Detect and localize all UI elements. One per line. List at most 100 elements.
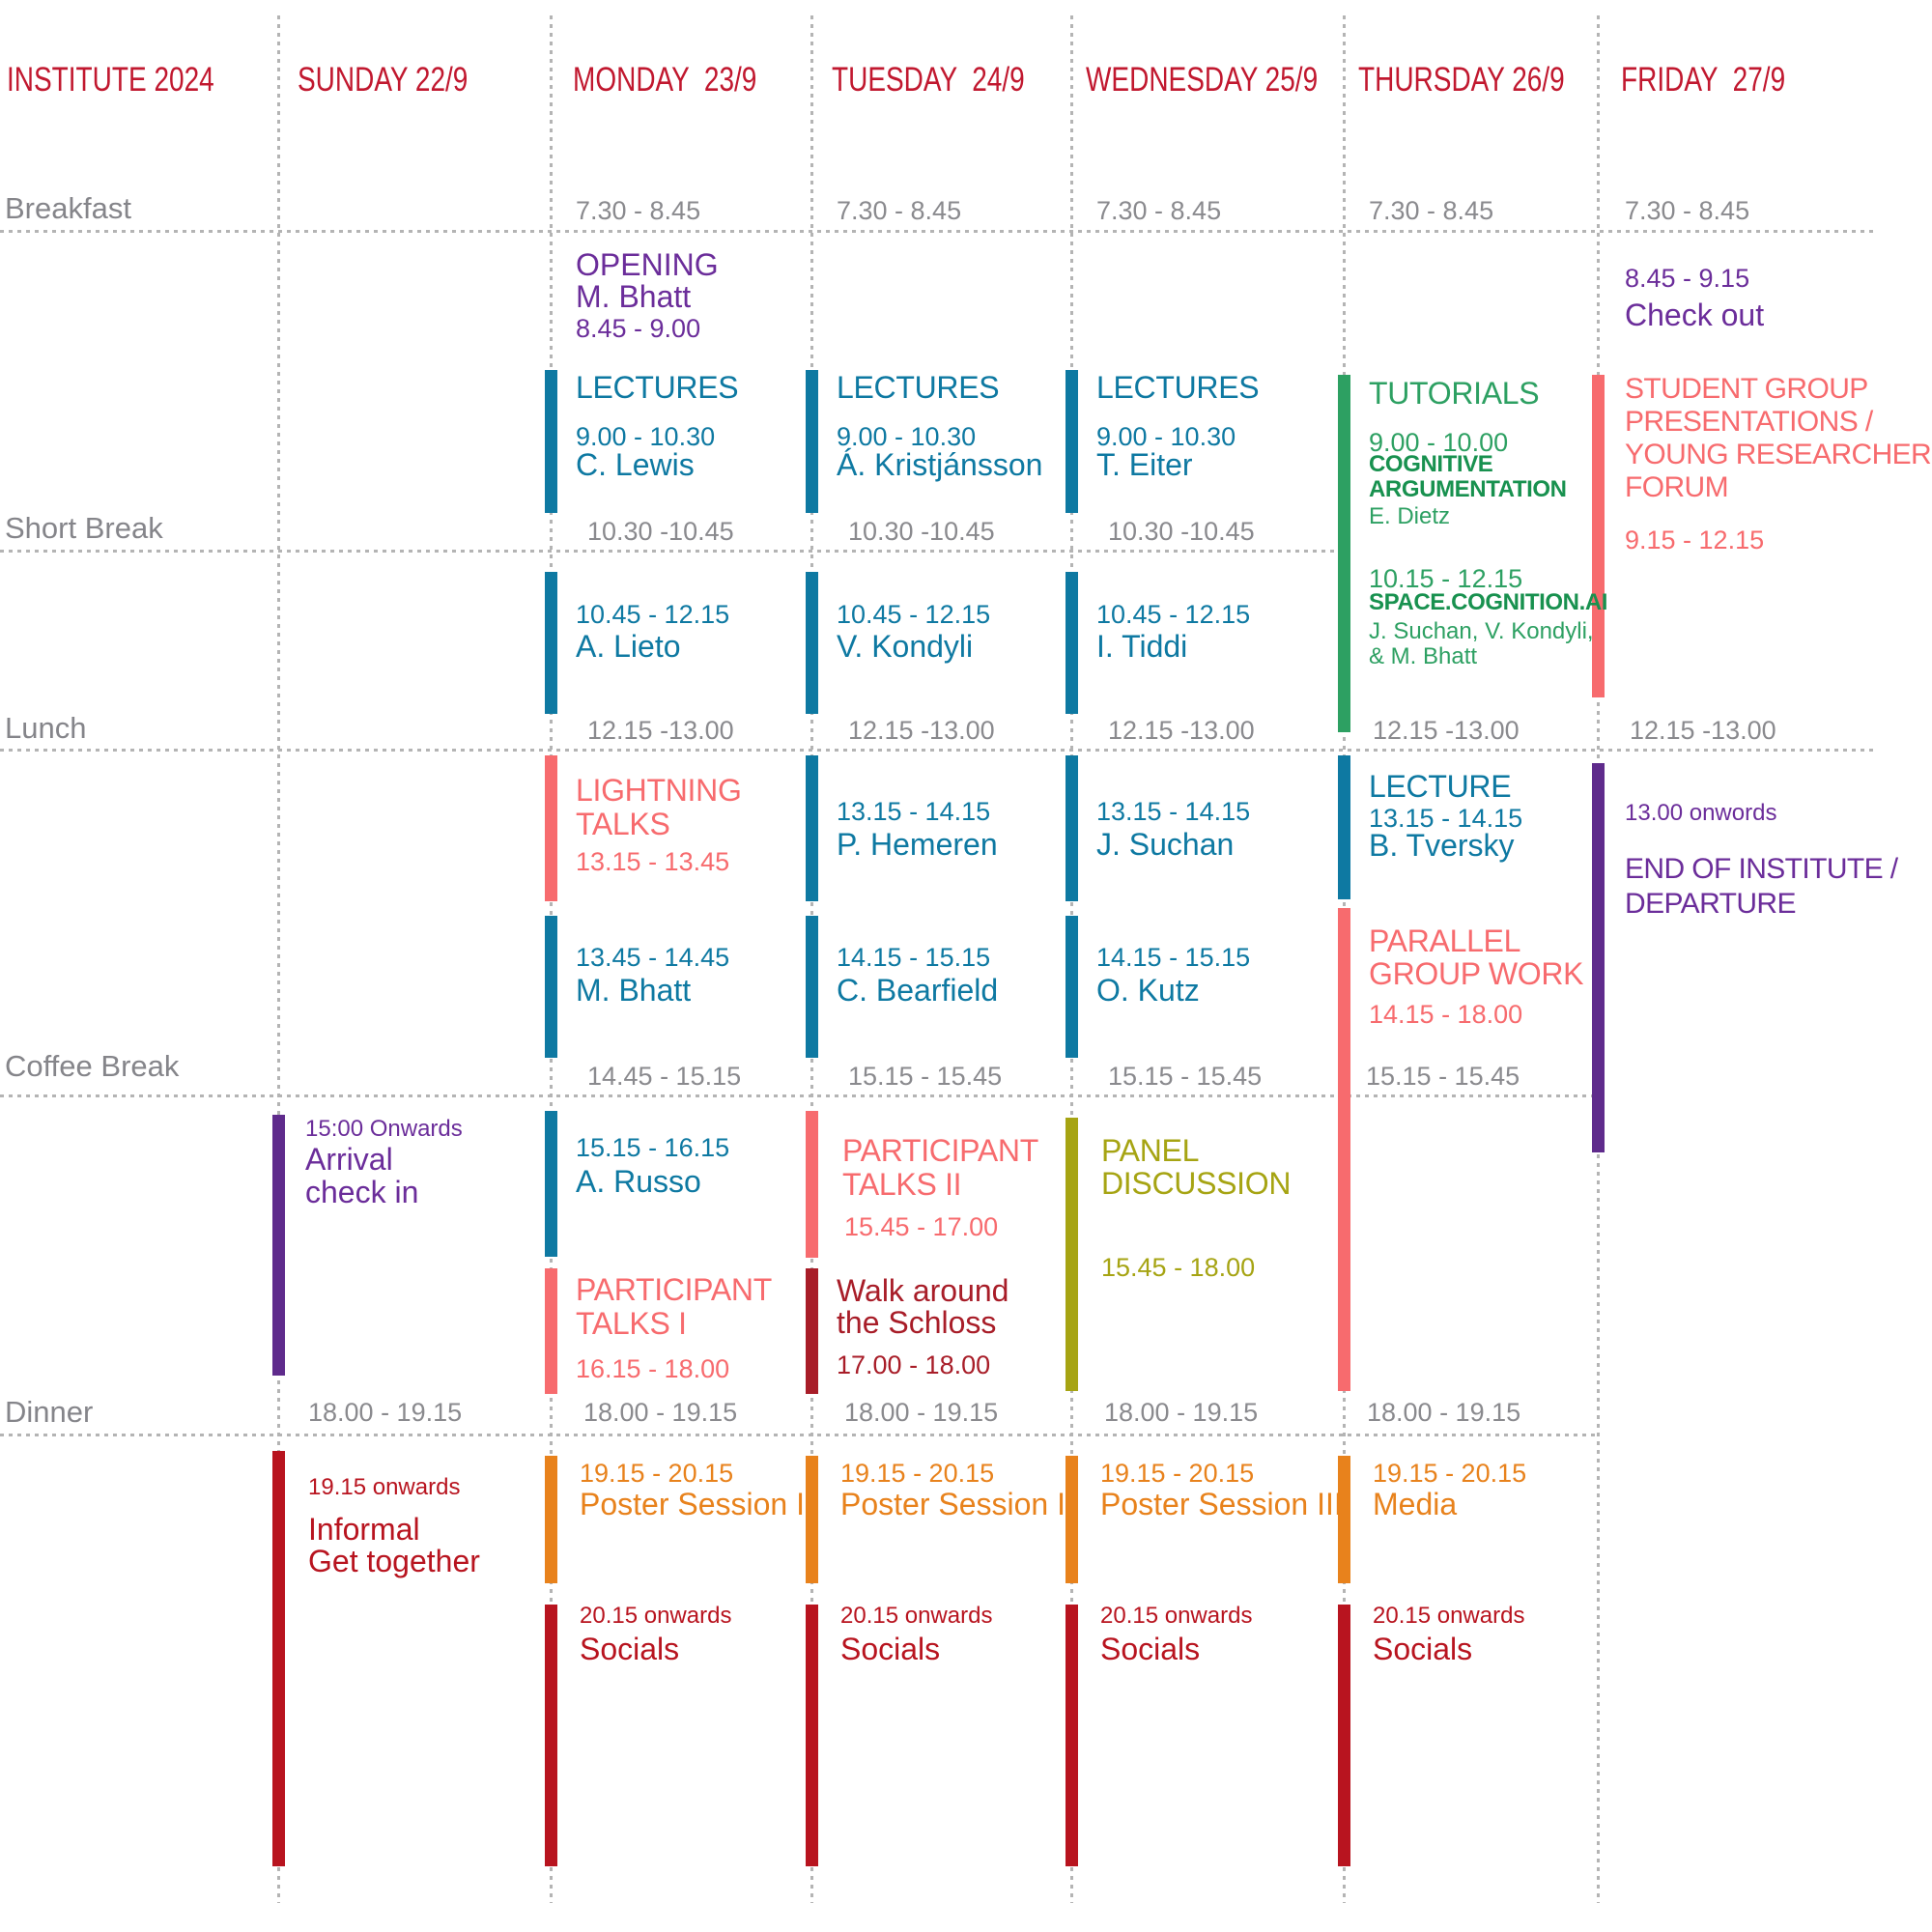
tuesday-session-bar: [806, 1111, 818, 1258]
wednesday-session-time: 13.15 - 14.15: [1096, 797, 1251, 826]
monday-speaker-name: A. Lieto: [576, 629, 681, 664]
monday-session-label: Poster Session I: [580, 1487, 805, 1521]
thursday-speaker-name: B. Tversky: [1369, 828, 1515, 863]
day-header-wednesday: WEDNESDAY 25/9: [1086, 61, 1319, 99]
wednesday-session-bar: [1065, 755, 1078, 901]
tuesday-session-time: 19.15 - 20.15: [840, 1459, 995, 1488]
monday-lunch-time: 12.15 -13.00: [587, 716, 734, 745]
thursday-speaker-name: E. Dietz: [1369, 503, 1451, 529]
monday-session-bar: [545, 755, 557, 901]
tuesday-session-time: 17.00 - 18.00: [837, 1350, 991, 1379]
tuesday-dinner-time: 18.00 - 19.15: [844, 1398, 999, 1427]
monday-session-time: 8.45 - 9.00: [576, 314, 701, 343]
monday-session-title: LECTURES: [576, 370, 739, 405]
thursday-session-label: Socials: [1373, 1632, 1473, 1666]
sunday-session-time: 15:00 Onwards: [305, 1116, 463, 1142]
wednesday-speaker-name: T. Eiter: [1096, 447, 1193, 482]
sunday-session-label: Get together: [308, 1544, 480, 1578]
friday-session-label: DEPARTURE: [1625, 888, 1796, 920]
sunday-session-label: check in: [305, 1175, 419, 1209]
tuesday-short-break-time: 10.30 -10.45: [848, 517, 995, 546]
day-header-thursday: THURSDAY 26/9: [1358, 61, 1565, 99]
tuesday-session-time: 13.15 - 14.15: [837, 797, 991, 826]
friday-session-label: Check out: [1625, 298, 1765, 332]
thursday-coffee-break-time: 15.15 - 15.45: [1366, 1062, 1520, 1091]
tuesday-session-bar: [806, 1605, 818, 1866]
monday-session-title: LIGHTNING: [576, 773, 742, 808]
monday-session-time: 15.15 - 16.15: [576, 1133, 730, 1162]
row-label-lunch: Lunch: [5, 711, 87, 745]
thursday-session-subtitle: COGNITIVE: [1369, 451, 1493, 477]
thursday-session-title: PARALLEL: [1369, 923, 1521, 958]
wednesday-session-time: 14.15 - 15.15: [1096, 943, 1251, 972]
friday-session-time: 9.15 - 12.15: [1625, 526, 1765, 554]
wednesday-session-bar: [1065, 1118, 1078, 1391]
tuesday-session-bar: [806, 755, 818, 901]
monday-session-label: Socials: [580, 1632, 680, 1666]
row-label-short-break: Short Break: [5, 511, 163, 545]
wednesday-session-time: 20.15 onwards: [1100, 1603, 1253, 1629]
monday-session-bar: [545, 1605, 557, 1866]
wednesday-session-bar: [1065, 572, 1078, 714]
thursday-session-bar: [1338, 908, 1350, 1391]
tuesday-session-time: 10.45 - 12.15: [837, 600, 991, 629]
thursday-session-time: 14.15 - 18.00: [1369, 1000, 1523, 1029]
wednesday-session-time: 15.45 - 18.00: [1101, 1253, 1256, 1282]
grid-line-horizontal: [0, 1094, 1600, 1097]
wednesday-lunch-time: 12.15 -13.00: [1108, 716, 1255, 745]
tuesday-speaker-name: Á. Kristjánsson: [837, 447, 1043, 482]
tuesday-coffee-break-time: 15.15 - 15.45: [848, 1062, 1003, 1091]
wednesday-session-bar: [1065, 916, 1078, 1058]
sunday-session-bar: [272, 1451, 285, 1866]
thursday-speaker-name: J. Suchan, V. Kondyli,: [1369, 618, 1594, 644]
monday-session-bar: [545, 572, 557, 714]
monday-speaker-name: M. Bhatt: [576, 973, 692, 1008]
monday-session-title: PARTICIPANT: [576, 1272, 772, 1307]
monday-session-time: 10.45 - 12.15: [576, 600, 730, 629]
sunday-session-label: Informal: [308, 1512, 420, 1547]
tuesday-session-bar: [806, 916, 818, 1058]
monday-speaker-name: M. Bhatt: [576, 279, 692, 314]
thursday-session-subtitle: ARGUMENTATION: [1369, 476, 1567, 502]
day-header-monday: MONDAY 23/9: [573, 61, 757, 99]
thursday-session-label: Media: [1373, 1487, 1458, 1521]
wednesday-dinner-time: 18.00 - 19.15: [1104, 1398, 1259, 1427]
friday-session-title: STUDENT GROUP: [1625, 373, 1868, 405]
wednesday-session-bar: [1065, 370, 1078, 513]
friday-lunch-time: 12.15 -13.00: [1630, 716, 1776, 745]
thursday-session-time: 20.15 onwards: [1373, 1603, 1525, 1629]
tuesday-lunch-time: 12.15 -13.00: [848, 716, 995, 745]
friday-session-title: PRESENTATIONS /: [1625, 406, 1873, 438]
monday-session-time: 19.15 - 20.15: [580, 1459, 734, 1488]
wednesday-session-label: Poster Session III: [1100, 1487, 1343, 1521]
wednesday-speaker-name: I. Tiddi: [1096, 629, 1188, 664]
thursday-speaker-name: & M. Bhatt: [1369, 643, 1478, 669]
tuesday-session-time: 15.45 - 17.00: [844, 1212, 999, 1241]
monday-session-time: 20.15 onwards: [580, 1603, 732, 1629]
friday-session-title: FORUM: [1625, 471, 1729, 503]
monday-session-title: TALKS I: [576, 1306, 687, 1341]
monday-session-time: 13.15 - 13.45: [576, 847, 730, 876]
tuesday-session-time: 20.15 onwards: [840, 1603, 993, 1629]
monday-session-bar: [545, 1268, 557, 1394]
tuesday-speaker-name: C. Bearfield: [837, 973, 999, 1008]
wednesday-session-bar: [1065, 1456, 1078, 1583]
thursday-session-time: 13.15 - 14.15: [1369, 804, 1523, 833]
thursday-lunch-time: 12.15 -13.00: [1373, 716, 1520, 745]
tuesday-session-bar: [806, 370, 818, 513]
friday-session-time: 13.00 onwords: [1625, 800, 1777, 826]
sunday-session-time: 19.15 onwards: [308, 1474, 461, 1500]
tuesday-session-title: TALKS II: [842, 1167, 962, 1202]
grid-line-horizontal: [0, 1434, 1600, 1436]
monday-session-title: OPENING: [576, 247, 719, 282]
grid-line-horizontal: [0, 550, 1341, 553]
tuesday-session-title: LECTURES: [837, 370, 1000, 405]
wednesday-session-title: DISCUSSION: [1101, 1166, 1292, 1201]
wednesday-speaker-name: O. Kutz: [1096, 973, 1200, 1008]
tuesday-session-label: Socials: [840, 1632, 941, 1666]
friday-session-title: YOUNG RESEARCHERS: [1625, 439, 1932, 470]
wednesday-coffee-break-time: 15.15 - 15.45: [1108, 1062, 1263, 1091]
wednesday-session-title: LECTURES: [1096, 370, 1260, 405]
day-header-tuesday: TUESDAY 24/9: [832, 61, 1025, 99]
friday-session-time: 8.45 - 9.15: [1625, 264, 1750, 293]
